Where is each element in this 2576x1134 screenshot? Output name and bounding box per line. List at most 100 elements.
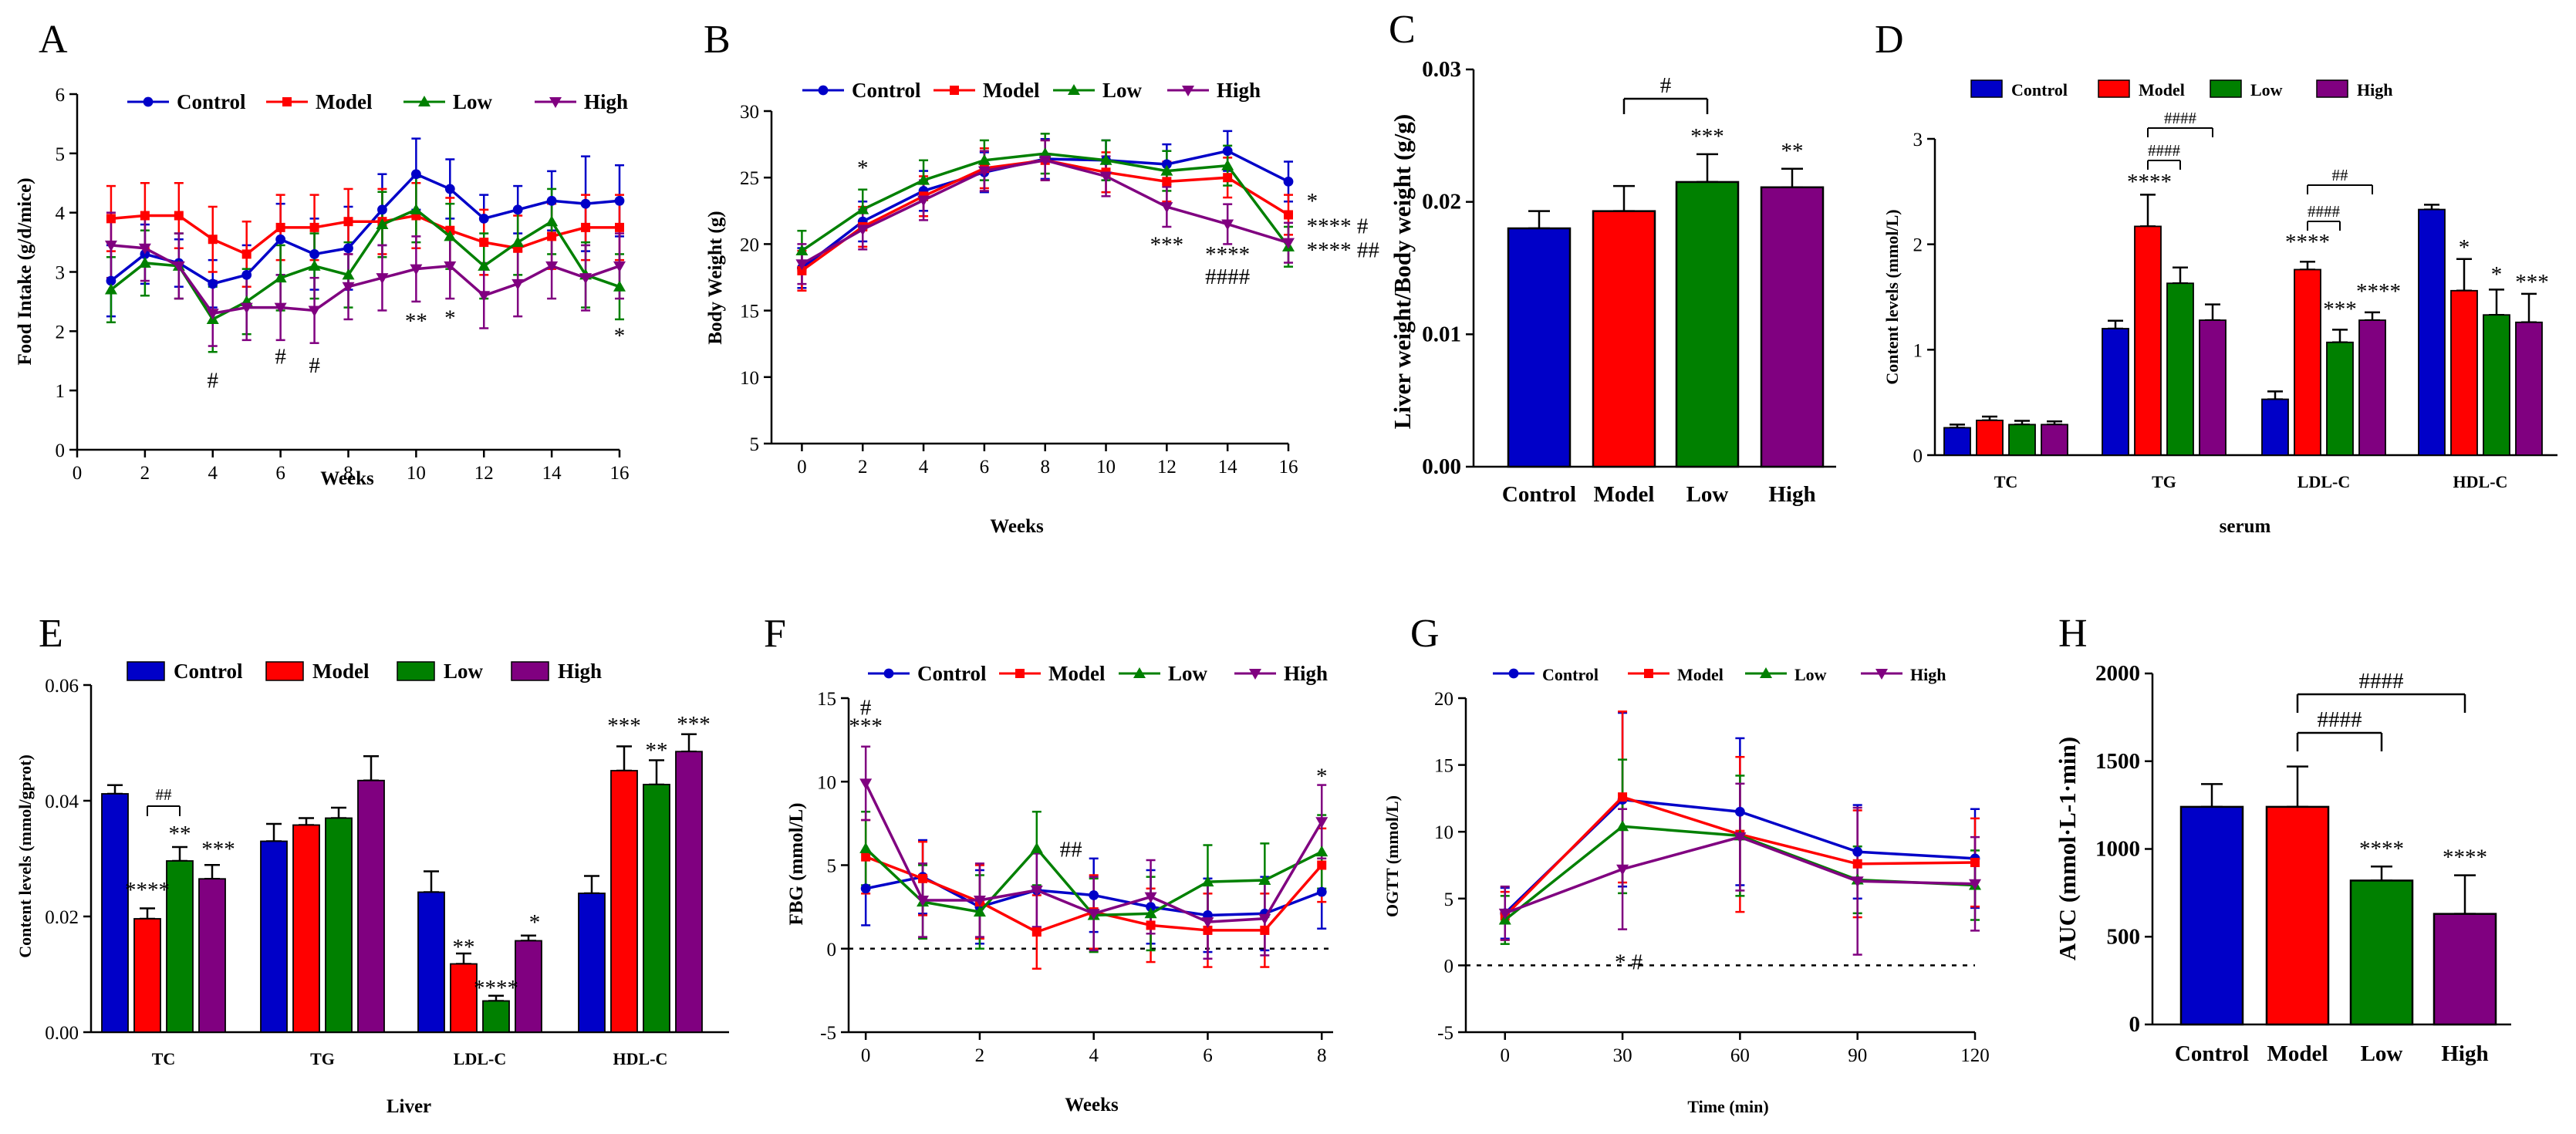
- x-tick-label: 6: [1203, 1045, 1213, 1066]
- category-label-control: Control: [2175, 1041, 2249, 1066]
- marker-high: [1201, 917, 1214, 929]
- marker-control: [106, 275, 116, 286]
- bar-tg-high: [357, 779, 385, 1033]
- y-tick-label: 0: [827, 940, 837, 960]
- marker-model: [615, 222, 624, 232]
- category-label-ldl-c: LDL-C: [454, 1049, 506, 1068]
- significance-mark: #: [275, 345, 286, 370]
- x-tick-label: 4: [1089, 1045, 1099, 1066]
- legend-label-model: Model: [312, 660, 370, 683]
- significance-mark: *: [857, 156, 869, 181]
- marker-low: [342, 268, 355, 280]
- significance-mark: ****: [2443, 845, 2487, 870]
- significance-mark: **: [169, 822, 191, 846]
- significance-mark: ***: [1150, 233, 1184, 258]
- significance-mark: *: [529, 910, 541, 935]
- legend-label-control: Control: [177, 90, 246, 113]
- significance-mark: *: [614, 324, 626, 349]
- marker-low: [1315, 845, 1329, 857]
- marker-high: [206, 309, 219, 320]
- marker-low: [1160, 164, 1173, 176]
- marker-model: [797, 265, 807, 275]
- marker-low: [418, 96, 430, 106]
- marker-control: [1316, 886, 1327, 897]
- marker-model: [1852, 859, 1862, 869]
- legend-label-high: High: [1217, 79, 1261, 102]
- marker-high: [1030, 885, 1043, 896]
- marker-high: [1875, 669, 1888, 680]
- marker-low: [859, 842, 873, 853]
- x-axis-title: Weeks: [1065, 1095, 1119, 1115]
- panel-e: E 0.00 0.02 0.04 0.06 TC TG LDL-C HDL-C Content l…: [15, 612, 729, 1117]
- category-label-tg: TG: [2152, 472, 2176, 491]
- bar-ldl-c-model: [450, 963, 478, 1033]
- marker-model: [309, 222, 319, 232]
- significance-mark: ***: [1690, 124, 1724, 149]
- y-tick-label: 25: [740, 168, 759, 189]
- legend-label-high: High: [1910, 665, 1946, 684]
- significance-mark: ***: [201, 837, 235, 862]
- marker-high: [977, 166, 991, 177]
- category-label-hdl-c: HDL-C: [2453, 472, 2508, 491]
- legend-label-model: Model: [2139, 80, 2185, 100]
- marker-control: [1146, 902, 1156, 913]
- legend-label-control: Control: [2011, 80, 2068, 100]
- significance-mark: #: [1660, 73, 1672, 98]
- legend-swatch-control: [1970, 79, 2003, 98]
- bar-tc-low: [166, 860, 194, 1033]
- x-tick-label: 16: [610, 463, 630, 484]
- x-tick-label: 6: [980, 457, 990, 478]
- bar-hdl-c-control: [578, 893, 606, 1033]
- panel-d: D 0 1 2 3 TC TG LDL-C HDL-C Content levels (mmol/…: [1875, 18, 2557, 537]
- significance-mark: ##: [156, 785, 173, 804]
- significance-mark: ***: [2515, 270, 2549, 295]
- significance-mark: *: [2491, 262, 2503, 287]
- marker-control: [546, 195, 557, 206]
- marker-high: [1160, 202, 1173, 214]
- marker-high: [240, 302, 253, 314]
- y-tick-label: 5: [56, 144, 66, 165]
- legend-label-low: Low: [1794, 665, 1827, 684]
- category-label-tc: TC: [1994, 472, 2018, 491]
- bar-tg-model: [2134, 225, 2162, 456]
- marker-low: [973, 906, 986, 917]
- marker-high: [342, 282, 355, 293]
- marker-model: [1317, 860, 1327, 870]
- marker-model: [1284, 210, 1293, 220]
- significance-mark: *: [444, 306, 456, 331]
- category-label-model: Model: [1594, 482, 1655, 507]
- y-axis-title: FBG (mmol/L): [786, 802, 807, 925]
- significance-mark: #: [860, 696, 872, 721]
- y-tick-label: 5: [750, 434, 760, 455]
- x-tick-label: 10: [407, 463, 426, 484]
- marker-model: [1162, 177, 1172, 187]
- y-tick-label: 1: [1913, 340, 1923, 361]
- y-tick-label: 0.00: [45, 1023, 79, 1044]
- marker-model: [1644, 669, 1653, 678]
- y-axis-title: Food Intake (g/d/mice): [15, 177, 35, 365]
- significance-mark: **: [453, 935, 475, 960]
- x-tick-label: 0: [861, 1045, 871, 1066]
- marker-low: [1760, 667, 1772, 678]
- marker-control: [1283, 176, 1294, 187]
- bar-model: [1592, 210, 1656, 468]
- y-tick-label: -5: [1437, 1023, 1453, 1044]
- x-tick-label: 0: [797, 457, 807, 478]
- significance-mark: ####: [2164, 109, 2197, 127]
- marker-model: [1618, 792, 1628, 802]
- marker-low: [308, 259, 321, 271]
- marker-low: [1258, 873, 1271, 885]
- y-tick-label: 2: [1913, 235, 1923, 256]
- marker-low: [104, 283, 117, 295]
- marker-low: [1221, 159, 1234, 170]
- marker-high: [1221, 219, 1234, 231]
- marker-control: [883, 668, 894, 679]
- marker-high: [1734, 832, 1747, 844]
- marker-control: [818, 85, 829, 96]
- y-tick-label: 1500: [2095, 749, 2140, 774]
- significance-mark: ***: [677, 712, 711, 737]
- legend-label-model: Model: [1677, 665, 1724, 684]
- marker-high: [138, 243, 151, 255]
- bar-low: [1675, 181, 1740, 468]
